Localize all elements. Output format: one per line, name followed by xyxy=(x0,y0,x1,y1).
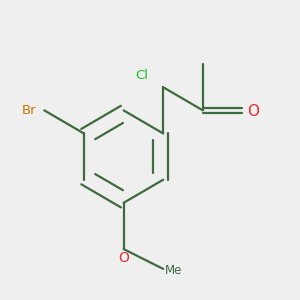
Text: Me: Me xyxy=(165,264,182,277)
Text: O: O xyxy=(247,103,259,118)
Text: Br: Br xyxy=(21,104,36,117)
Text: O: O xyxy=(118,251,129,265)
Text: Cl: Cl xyxy=(135,69,148,82)
